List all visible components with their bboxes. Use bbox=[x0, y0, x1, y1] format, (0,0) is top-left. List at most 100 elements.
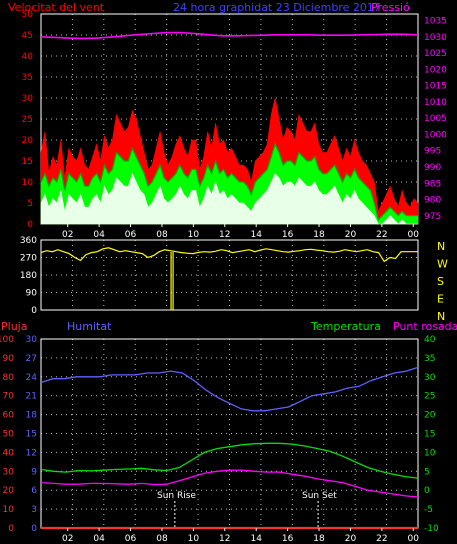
temperature-y-tick: 15 bbox=[424, 430, 435, 440]
date-title: 24 hora graphidat 23 Diciembre 2017 bbox=[173, 1, 381, 14]
wind-x-tick-label: 08 bbox=[156, 230, 168, 240]
pressure-y-tick: 1005 bbox=[424, 114, 447, 124]
direction-y-tick: 180 bbox=[20, 271, 37, 281]
rain-y-tick: 80 bbox=[3, 373, 15, 383]
rain-y-tick: 90 bbox=[3, 354, 15, 364]
humidity-x-tick-label: 04 bbox=[93, 534, 105, 544]
humidity-y-tick: 0 bbox=[31, 524, 37, 534]
direction-y-tick: 360 bbox=[20, 236, 37, 246]
rain-y-tick: 60 bbox=[3, 411, 15, 421]
wind-x-tick-label: 18 bbox=[313, 230, 325, 240]
humidity-x-tick-label: 00 bbox=[408, 534, 420, 544]
pressure-y-tick: 990 bbox=[424, 163, 441, 173]
pressure-y-tick: 1000 bbox=[424, 130, 447, 140]
wind-min-series bbox=[40, 172, 418, 225]
humidity-y-tick: 18 bbox=[26, 411, 38, 421]
wind-y-tick: 50 bbox=[22, 10, 34, 20]
wind-y-tick: 35 bbox=[22, 73, 33, 83]
wind-y-tick: 0 bbox=[27, 220, 33, 230]
compass-label: N bbox=[437, 240, 445, 253]
rain-y-tick: 20 bbox=[3, 486, 15, 496]
wind-x-tick-label: 02 bbox=[62, 230, 73, 240]
humidity-y-tick: 27 bbox=[26, 354, 37, 364]
humidity-x-tick-label: 02 bbox=[62, 534, 73, 544]
wind-y-tick: 25 bbox=[22, 115, 33, 125]
pressure-y-tick: 1015 bbox=[424, 82, 447, 92]
wind-x-tick-label: 04 bbox=[93, 230, 105, 240]
temperature-line bbox=[40, 442, 419, 479]
wind-y-tick: 30 bbox=[22, 94, 34, 104]
rain-y-tick: 50 bbox=[3, 430, 15, 440]
humidity-label: Humitat bbox=[67, 320, 112, 333]
humidity-x-tick-label: 06 bbox=[125, 534, 137, 544]
humidity-x-tick-label: 16 bbox=[282, 534, 294, 544]
rain-y-tick: 0 bbox=[8, 524, 14, 534]
wind-x-tick-label: 14 bbox=[250, 230, 262, 240]
compass-label: N bbox=[437, 310, 445, 323]
humidity-x-tick-label: 20 bbox=[345, 534, 357, 544]
wind-x-tick-label: 16 bbox=[282, 230, 294, 240]
temperature-y-tick: -10 bbox=[424, 524, 439, 534]
wind-avg-line bbox=[40, 142, 418, 222]
humidity-x-tick-label: 18 bbox=[313, 534, 325, 544]
wind-y-tick: 40 bbox=[22, 52, 34, 62]
compass-label: S bbox=[437, 275, 444, 288]
rain-y-tick: 100 bbox=[0, 335, 14, 345]
temperature-y-tick: 40 bbox=[424, 335, 436, 345]
compass-label: W bbox=[437, 258, 448, 271]
wind-x-tick-label: 22 bbox=[376, 230, 387, 240]
humidity-y-tick: 30 bbox=[26, 335, 38, 345]
pressure-y-tick: 1025 bbox=[424, 49, 447, 59]
rain-y-tick: 40 bbox=[3, 448, 15, 458]
wind-y-tick: 10 bbox=[22, 178, 34, 188]
temperature-y-tick: 20 bbox=[424, 411, 436, 421]
compass-label: E bbox=[437, 293, 444, 306]
wind-x-tick-label: 00 bbox=[408, 230, 420, 240]
pressure-y-tick: 1020 bbox=[424, 65, 447, 75]
humidity-y-tick: 3 bbox=[31, 505, 37, 515]
pressure-y-tick: 975 bbox=[424, 212, 441, 222]
humidity-y-tick: 12 bbox=[26, 448, 37, 458]
pressure-y-tick: 1010 bbox=[424, 98, 447, 108]
humidity-y-tick: 9 bbox=[31, 467, 37, 477]
wind-x-tick-label: 20 bbox=[345, 230, 357, 240]
humidity-y-tick: 24 bbox=[26, 373, 38, 383]
direction-y-tick: 90 bbox=[26, 289, 38, 299]
humidity-y-tick: 6 bbox=[31, 486, 37, 496]
rain-y-tick: 30 bbox=[3, 467, 15, 477]
pressure-y-tick: 995 bbox=[424, 147, 441, 157]
wind-speed-title: Velocitat del vent bbox=[8, 1, 105, 14]
sun-set-label: Sun Set bbox=[302, 491, 337, 501]
pressure-y-tick: 980 bbox=[424, 196, 441, 206]
humidity-line bbox=[40, 366, 419, 412]
temperature-y-tick: -5 bbox=[424, 505, 433, 515]
temperature-y-tick: 30 bbox=[424, 373, 436, 383]
dewpoint-label: Punt rosada bbox=[393, 320, 457, 333]
pressure-y-tick: 1030 bbox=[424, 33, 447, 43]
wind-y-tick: 45 bbox=[22, 31, 33, 41]
temperature-y-tick: 10 bbox=[424, 448, 436, 458]
wind-x-tick-label: 12 bbox=[219, 230, 230, 240]
humidity-x-tick-label: 22 bbox=[376, 534, 387, 544]
temperature-y-tick: 35 bbox=[424, 354, 435, 364]
wind-y-tick: 5 bbox=[27, 199, 33, 209]
wind-x-tick-label: 06 bbox=[125, 230, 137, 240]
humidity-x-tick-label: 12 bbox=[219, 534, 230, 544]
humidity-y-tick: 21 bbox=[26, 392, 37, 402]
humidity-x-tick-label: 08 bbox=[156, 534, 168, 544]
rain-y-tick: 10 bbox=[3, 505, 15, 515]
direction-y-tick: 0 bbox=[31, 306, 37, 316]
humidity-x-tick-label: 14 bbox=[250, 534, 262, 544]
temperature-y-tick: 25 bbox=[424, 392, 435, 402]
humidity-x-tick-label: 10 bbox=[188, 534, 200, 544]
rain-y-tick: 70 bbox=[3, 392, 15, 402]
pressure-y-tick: 985 bbox=[424, 179, 441, 189]
temperature-y-tick: 5 bbox=[424, 467, 430, 477]
direction-line bbox=[40, 247, 418, 263]
wind-y-tick: 15 bbox=[22, 157, 33, 167]
dewpoint-line bbox=[40, 469, 419, 498]
pressure-line bbox=[40, 31, 419, 40]
wind-x-tick-label: 10 bbox=[188, 230, 200, 240]
